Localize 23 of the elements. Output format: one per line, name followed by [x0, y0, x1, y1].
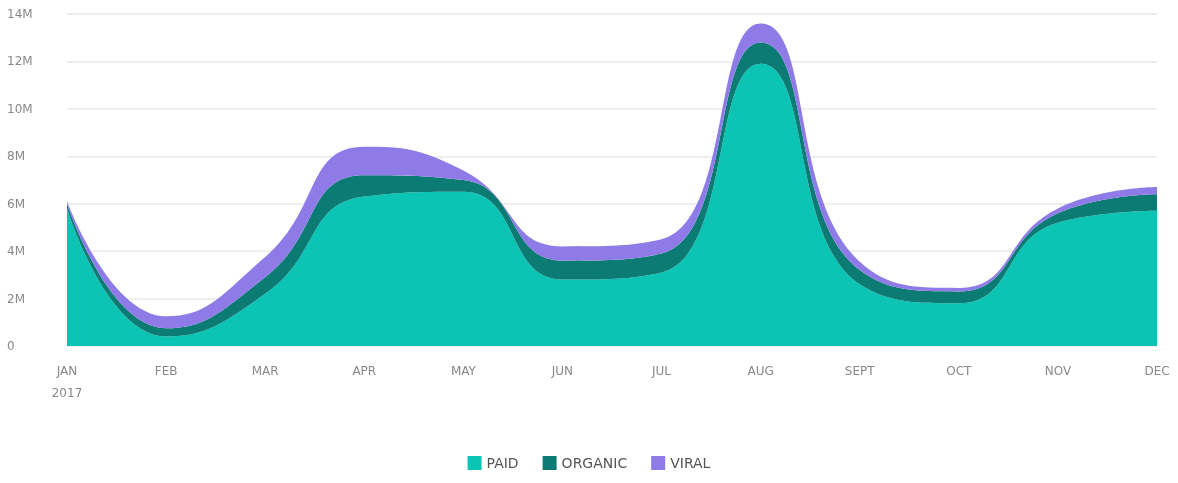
x-tick-label: APR — [352, 364, 377, 378]
legend-label: ORGANIC — [561, 455, 628, 471]
x-tick-label: MAY — [450, 364, 477, 378]
y-tick-label: 6M — [7, 196, 25, 211]
x-tick-label: DEC — [1144, 364, 1170, 378]
y-tick-label: 10M — [7, 101, 33, 116]
legend-label: PAID — [486, 455, 519, 471]
x-tick-label: OCT — [946, 364, 973, 378]
y-tick-label: 8M — [7, 149, 25, 164]
y-tick-label: 4M — [7, 244, 25, 259]
x-tick-label: FEB — [154, 364, 178, 378]
x-tick-label: JAN 2017 — [51, 364, 83, 400]
x-tick-label: AUG — [747, 364, 774, 378]
x-tick-label: JUL — [651, 364, 672, 378]
y-tick-label: 2M — [7, 291, 25, 306]
y-tick-label: 12M — [7, 54, 33, 69]
y-tick-label: 0 — [7, 339, 15, 353]
y-tick-label: 14M — [7, 7, 33, 21]
x-tick-label: SEPT — [844, 364, 876, 378]
legend-label: VIRAL — [670, 455, 711, 471]
x-tick-label: MAR — [251, 364, 279, 378]
x-tick-label: JUN — [550, 364, 574, 378]
x-tick-label: NOV — [1044, 364, 1072, 378]
